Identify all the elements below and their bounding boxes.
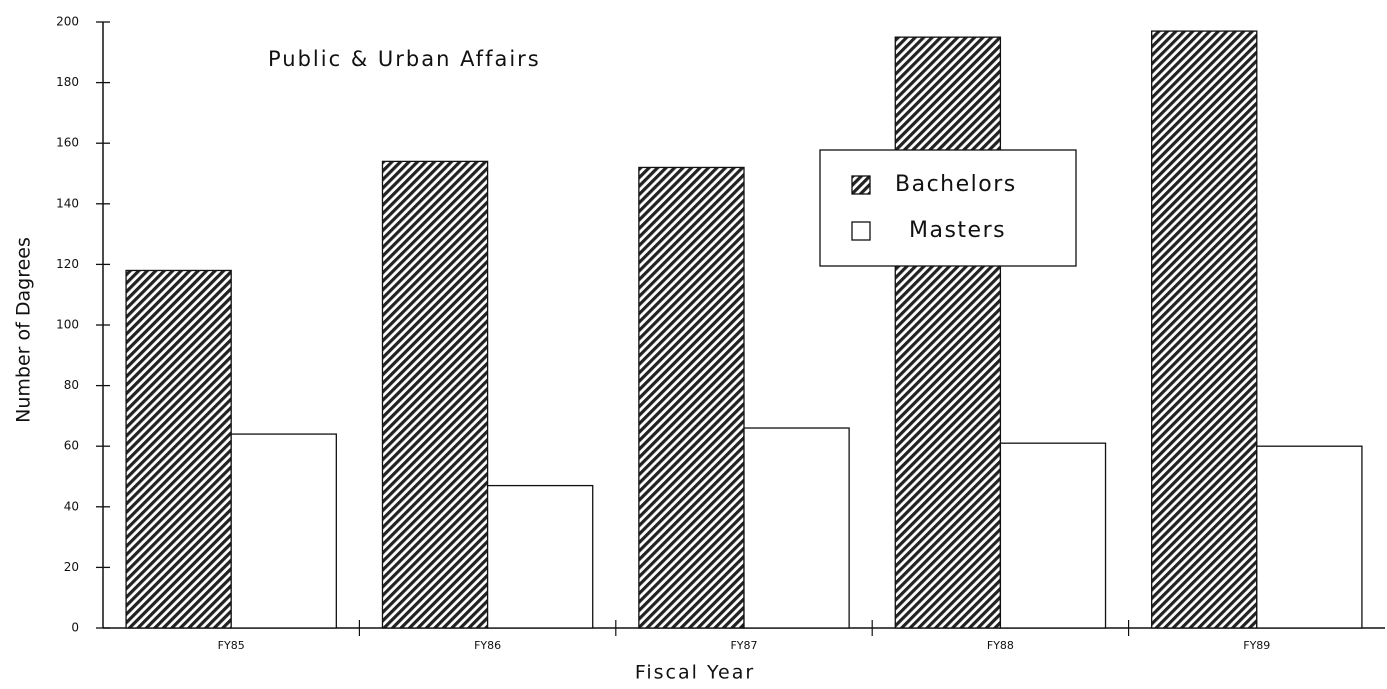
x-tick-label: FY89 — [1243, 639, 1270, 652]
bar — [381, 160, 489, 629]
bar — [230, 433, 337, 629]
y-tick-label: 80 — [64, 378, 79, 392]
x-tick-label: FY87 — [730, 639, 757, 652]
bar — [486, 484, 594, 629]
legend-label: Bachelors — [895, 172, 1017, 197]
y-tick-label: 140 — [56, 196, 79, 210]
legend-box — [819, 149, 1077, 267]
y-tick-label: 160 — [56, 136, 79, 150]
x-tick-label: FY88 — [987, 639, 1014, 652]
y-tick-label: 180 — [56, 75, 79, 89]
y-tick-label: 100 — [56, 318, 79, 332]
legend-swatch — [851, 221, 871, 241]
y-tick-label: 20 — [64, 560, 79, 574]
x-axis-label: Fiscal Year — [635, 662, 755, 684]
y-tick-label: 0 — [71, 621, 79, 635]
bar — [743, 427, 850, 629]
y-axis-label: Number of Dagrees — [13, 237, 35, 423]
x-tick-label: FY86 — [474, 639, 501, 652]
bar — [1151, 30, 1258, 629]
legend-label: Masters — [909, 218, 1006, 243]
y-tick-label: 200 — [56, 15, 79, 29]
bar — [1256, 445, 1363, 629]
legend-swatch — [851, 175, 871, 195]
bar — [999, 442, 1107, 629]
y-tick-label: 40 — [64, 499, 79, 513]
y-tick-label: 120 — [56, 257, 79, 271]
bar — [894, 36, 1002, 629]
bar — [125, 269, 232, 629]
chart-title: Public & Urban Affairs — [268, 47, 541, 71]
x-tick-label: FY85 — [218, 639, 245, 652]
y-tick-label: 60 — [64, 439, 79, 453]
bar — [638, 166, 745, 629]
